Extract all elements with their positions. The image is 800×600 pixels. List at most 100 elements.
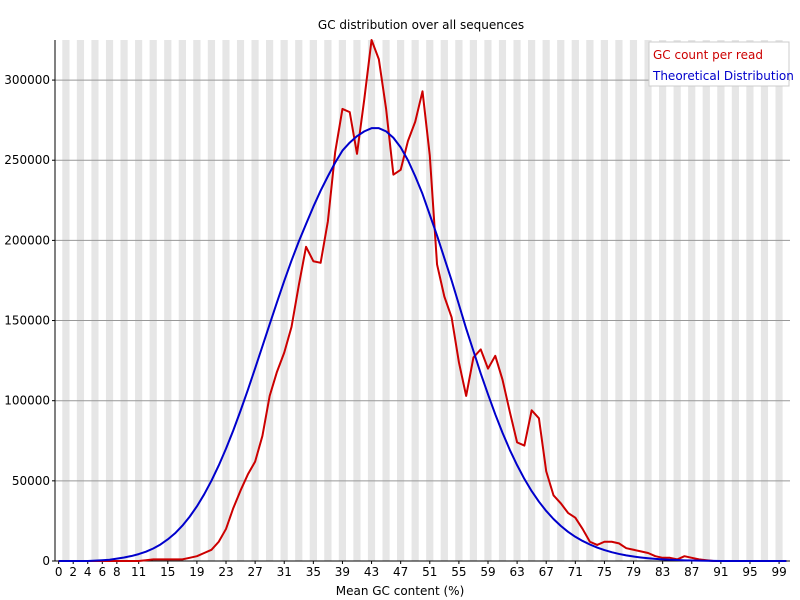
x-tick-label: 55: [451, 565, 466, 579]
band-99: [775, 40, 783, 561]
x-tick-label: 8: [113, 565, 121, 579]
series-lines: [58, 39, 787, 562]
band-90: [709, 40, 718, 561]
band-32: [287, 40, 296, 561]
band-84: [666, 40, 674, 561]
x-tick-label: 6: [98, 565, 106, 579]
band-18: [185, 40, 194, 561]
band-94: [739, 40, 747, 561]
x-tick-label: 99: [771, 565, 786, 579]
band-38: [331, 40, 339, 561]
band-98: [768, 40, 776, 561]
band-75: [600, 40, 609, 561]
band-0: [55, 40, 63, 561]
band-43: [367, 40, 376, 561]
axes: [54, 40, 790, 562]
band-64: [520, 40, 529, 561]
band-96: [753, 40, 761, 561]
x-tick-label: 87: [684, 565, 699, 579]
x-tick-label: 75: [597, 565, 612, 579]
band-88: [695, 40, 703, 561]
band-46: [389, 40, 398, 561]
x-tick-label: 43: [364, 565, 379, 579]
band-35: [309, 40, 317, 561]
band-86: [680, 40, 689, 561]
band-21: [207, 40, 216, 561]
band-61: [498, 40, 507, 561]
band-66: [535, 40, 543, 561]
band-68: [549, 40, 558, 561]
band-67: [542, 40, 550, 561]
band-27: [251, 40, 259, 561]
band-53: [440, 40, 448, 561]
x-tick-label: 39: [335, 565, 350, 579]
y-tick-label: 50000: [12, 474, 50, 488]
band-20: [200, 40, 208, 561]
band-15: [164, 40, 172, 561]
band-6: [98, 40, 106, 561]
band-33: [295, 40, 303, 561]
series-line-gc-count-per-read: [58, 39, 787, 562]
band-100: [782, 40, 790, 561]
band-40: [346, 40, 354, 561]
band-83: [659, 40, 667, 561]
y-tick-label: 200000: [4, 233, 50, 247]
band-13: [149, 40, 157, 561]
band-62: [506, 40, 514, 561]
band-45: [382, 40, 390, 561]
chart-title: GC distribution over all sequences: [318, 18, 524, 32]
x-tick-label: 51: [422, 565, 437, 579]
x-tick-label: 31: [277, 565, 292, 579]
band-59: [484, 40, 492, 561]
band-25: [236, 40, 245, 561]
legend-item-theoretical: Theoretical Distribution: [652, 69, 794, 83]
band-55: [455, 40, 463, 561]
band-17: [178, 40, 186, 561]
band-44: [375, 40, 383, 561]
band-50: [418, 40, 427, 561]
band-26: [244, 40, 252, 561]
band-51: [426, 40, 434, 561]
x-tick-label: 2: [69, 565, 77, 579]
band-63: [513, 40, 521, 561]
band-82: [651, 40, 660, 561]
x-tick-labels: 0 2 4 6 8 11 15 19 23 27 31 35 39 43 47 51 55 59 63 67 71 75 7…: [55, 561, 787, 579]
y-tick-label: 300000: [4, 73, 50, 87]
band-1: [62, 40, 70, 561]
band-56: [462, 40, 470, 561]
band-12: [142, 40, 150, 561]
x-tick-label: 15: [160, 565, 175, 579]
x-tick-label: 71: [568, 565, 583, 579]
band-28: [258, 40, 267, 561]
band-91: [717, 40, 725, 561]
band-41: [353, 40, 361, 561]
band-49: [411, 40, 419, 561]
band-47: [397, 40, 405, 561]
legend-box: [648, 41, 790, 87]
band-24: [229, 40, 237, 561]
band-79: [629, 40, 638, 561]
background-bands: [55, 40, 790, 561]
band-76: [608, 40, 616, 561]
x-tick-label: 91: [713, 565, 728, 579]
band-52: [433, 40, 441, 561]
y-tick-label: 250000: [4, 153, 50, 167]
band-70: [564, 40, 572, 561]
y-tick-label: 0: [42, 554, 50, 568]
band-11: [135, 40, 143, 561]
band-39: [338, 40, 347, 561]
band-48: [404, 40, 412, 561]
band-36: [316, 40, 325, 561]
band-69: [557, 40, 565, 561]
x-tick-label: 19: [189, 565, 204, 579]
band-37: [324, 40, 332, 561]
x-tick-label: 4: [84, 565, 92, 579]
x-tick-label: 79: [626, 565, 641, 579]
series-line-theoretical-distribution: [58, 127, 787, 562]
band-10: [127, 40, 136, 561]
x-tick-label: 59: [480, 565, 495, 579]
band-19: [193, 40, 201, 561]
band-87: [688, 40, 696, 561]
legend-item-gc-count: GC count per read: [653, 48, 763, 62]
